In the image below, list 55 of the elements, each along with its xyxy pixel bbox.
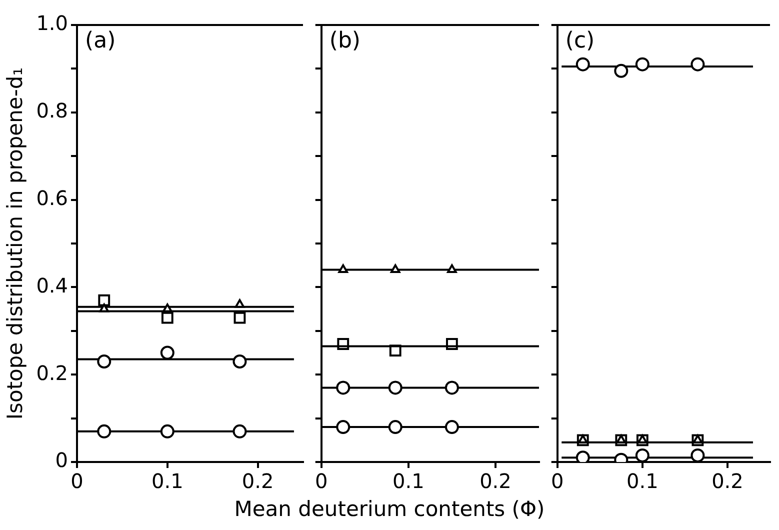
point bbox=[690, 57, 705, 72]
x-tick-label: 0.2 bbox=[242, 469, 274, 494]
x-tick-label: 0 bbox=[550, 469, 564, 494]
point bbox=[337, 338, 350, 350]
point bbox=[576, 450, 590, 462]
point bbox=[98, 294, 110, 306]
point bbox=[234, 312, 246, 324]
point bbox=[578, 434, 588, 444]
x-tick-label: 0.1 bbox=[392, 469, 424, 494]
point bbox=[614, 64, 628, 78]
point bbox=[635, 448, 650, 462]
point bbox=[336, 420, 350, 434]
point bbox=[692, 434, 703, 444]
y-tick-label: 0.4 bbox=[36, 273, 68, 298]
point bbox=[615, 434, 628, 446]
point bbox=[576, 57, 590, 72]
point bbox=[388, 380, 402, 395]
annotation: (b) bbox=[329, 28, 361, 54]
point bbox=[576, 434, 589, 446]
x-tick-label: 0.1 bbox=[626, 469, 658, 494]
point bbox=[447, 264, 457, 273]
annotation: (a) bbox=[85, 28, 116, 54]
annotation: (c) bbox=[565, 28, 595, 54]
point bbox=[388, 420, 402, 434]
point bbox=[390, 264, 400, 273]
point bbox=[338, 264, 348, 273]
y-tick-label: 0 bbox=[55, 448, 68, 472]
point bbox=[232, 354, 247, 368]
x-tick-label: 0.1 bbox=[152, 469, 184, 494]
point bbox=[690, 448, 705, 462]
point bbox=[160, 346, 174, 360]
point bbox=[161, 312, 174, 324]
point bbox=[444, 420, 459, 434]
point bbox=[616, 434, 626, 444]
y-tick-label: 1.0 bbox=[36, 11, 68, 36]
point bbox=[234, 299, 245, 308]
x-tick-label: 0 bbox=[314, 469, 328, 494]
y-tick-label: 0.6 bbox=[36, 186, 68, 210]
point bbox=[160, 424, 174, 438]
x-tick-label: 0 bbox=[70, 469, 84, 494]
point bbox=[692, 434, 704, 446]
x-axis-title: Mean deuterium contents (Φ) bbox=[233, 497, 546, 521]
point bbox=[97, 354, 112, 368]
point bbox=[446, 338, 458, 350]
point bbox=[232, 424, 247, 438]
y-axis-title: Isotope distribution in propene-d₁ bbox=[3, 67, 28, 420]
x-tick-label: 0.2 bbox=[712, 469, 744, 494]
x-tick-label: 0.2 bbox=[480, 469, 512, 494]
point bbox=[389, 344, 402, 357]
point bbox=[635, 57, 650, 72]
point bbox=[97, 424, 112, 438]
y-tick-label: 0.8 bbox=[36, 98, 68, 123]
point bbox=[444, 380, 459, 395]
y-tick-label: 0.2 bbox=[36, 360, 68, 385]
point bbox=[336, 380, 350, 395]
